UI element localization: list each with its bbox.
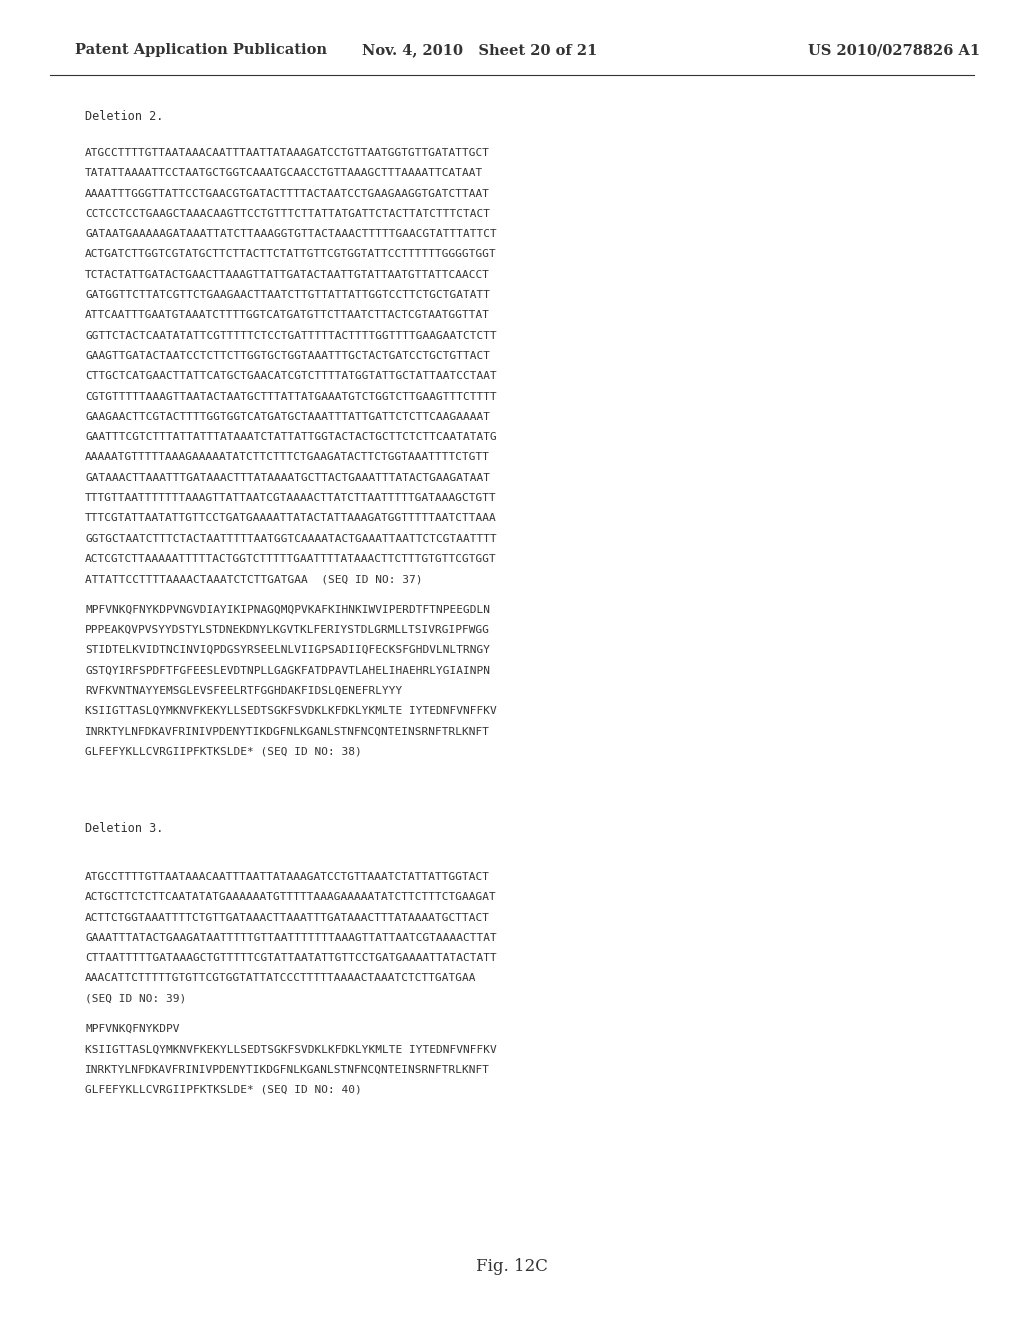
Text: INRKTYLNFDKAVFRINIVPDENYTIKDGFNLKGANLSTNFNCQNTEINSRNFTRLKNFT: INRKTYLNFDKAVFRINIVPDENYTIKDGFNLKGANLSTN… [85, 726, 490, 737]
Text: STIDTELKVIDTNCINVIQPDGSYRSEELNLVIIGPSADIIQFECKSFGHDVLNLTRNGY: STIDTELKVIDTNCINVIQPDGSYRSEELNLVIIGPSADI… [85, 645, 490, 655]
Text: GGTGCTAATCTTTCTACTAATTTTTAATGGTCAAAATACTGAAATTAATTCTCGTAATTTT: GGTGCTAATCTTTCTACTAATTTTTAATGGTCAAAATACT… [85, 533, 497, 544]
Text: AAACATTCTTTTTGTGTTCGTGGTATTATCCCTTTTTAAAACTAAATCTCTTGATGAA: AAACATTCTTTTTGTGTTCGTGGTATTATCCCTTTTTAAA… [85, 973, 476, 983]
Text: Fig. 12C: Fig. 12C [476, 1258, 548, 1275]
Text: GAATTTCGTCTTTATTATTTATAAATCTATTATTGGTACTACTGCTTCTCTTCAATATATG: GAATTTCGTCTTTATTATTTATAAATCTATTATTGGTACT… [85, 432, 497, 442]
Text: ACTTCTGGTAAATTTTCTGTTGATAAACTTAAATTTGATAAACTTTATAAAATGCTTACT: ACTTCTGGTAAATTTTCTGTTGATAAACTTAAATTTGATA… [85, 912, 490, 923]
Text: CCTCCTCCTGAAGCTAAACAAGTTCCTGTTTCTTATTATGATTCTACTTATCTTTCTACT: CCTCCTCCTGAAGCTAAACAAGTTCCTGTTTCTTATTATG… [85, 209, 490, 219]
Text: RVFKVNTNAYYEMSGLEVSFEELRTFGGHDAKFIDSLQENEFRLYYY: RVFKVNTNAYYEMSGLEVSFEELRTFGGHDAKFIDSLQEN… [85, 686, 402, 696]
Text: INRKTYLNFDKAVFRINIVPDENYTIKDGFNLKGANLSTNFNCQNTEINSRNFTRLKNFT: INRKTYLNFDKAVFRINIVPDENYTIKDGFNLKGANLSTN… [85, 1065, 490, 1074]
Text: Patent Application Publication: Patent Application Publication [75, 44, 327, 57]
Text: GATAATGAAAAAGATAAATTATCTTAAAGGTGTTACTAAACTTTTTGAACGTATTTATTCT: GATAATGAAAAAGATAAATTATCTTAAAGGTGTTACTAAA… [85, 230, 497, 239]
Text: GATGGTTCTTATCGTTCTGAAGAACTTAATCTTGTTATTATTGGTCCTTCTGCTGATATT: GATGGTTCTTATCGTTCTGAAGAACTTAATCTTGTTATTA… [85, 290, 490, 300]
Text: GAAATTTATACTGAAGATAATTTTTGTTAATTTTTTTAAAGTTATTAATCGTAAAACTTAT: GAAATTTATACTGAAGATAATTTTTGTTAATTTTTTTAAA… [85, 933, 497, 942]
Text: ATTCAATTTGAATGTAAATCTTTTGGTCATGATGTTCTTAATCTTACTCGTAATGGTTAT: ATTCAATTTGAATGTAAATCTTTTGGTCATGATGTTCTTA… [85, 310, 490, 321]
Text: GAAGAACTTCGTACTTTTGGTGGTCATGATGCTAAATTTATTGATTCTCTTCAAGAAAAT: GAAGAACTTCGTACTTTTGGTGGTCATGATGCTAAATTTA… [85, 412, 490, 422]
Text: KSIIGTTASLQYMKNVFKEKYLLSEDTSGKFSVDKLKFDKLYKMLTE IYTEDNFVNFFKV: KSIIGTTASLQYMKNVFKEKYLLSEDTSGKFSVDKLKFDK… [85, 706, 497, 715]
Text: CTTAATTTTTGATAAAGCTGTTTTTCGTATTAATATTGTTCCTGATGAAAATTATACTATT: CTTAATTTTTGATAAAGCTGTTTTTCGTATTAATATTGTT… [85, 953, 497, 964]
Text: (SEQ ID NO: 39): (SEQ ID NO: 39) [85, 994, 186, 1003]
Text: Nov. 4, 2010   Sheet 20 of 21: Nov. 4, 2010 Sheet 20 of 21 [362, 44, 598, 57]
Text: ATTATTCCTTTTAAAACTAAATCTCTTGATGAA  (SEQ ID NO: 37): ATTATTCCTTTTAAAACTAAATCTCTTGATGAA (SEQ I… [85, 574, 423, 585]
Text: TTTCGTATTAATATTGTTCCTGATGAAAATTATACTATTAAAGATGGTTTTTAATCTTAAA: TTTCGTATTAATATTGTTCCTGATGAAAATTATACTATTA… [85, 513, 497, 524]
Text: Deletion 2.: Deletion 2. [85, 110, 164, 123]
Text: GSTQYIRFSPDFTFGFEESLEVDTNPLLGAGKFATDPAVTLAHELIHAEHRLYGIAINPN: GSTQYIRFSPDFTFGFEESLEVDTNPLLGAGKFATDPAVT… [85, 665, 490, 676]
Text: CTTGCTCATGAACTTATTCATGCTGAACATCGTCTTTTATGGTATTGCTATTAATCCTAAT: CTTGCTCATGAACTTATTCATGCTGAACATCGTCTTTTAT… [85, 371, 497, 381]
Text: GLFEFYKLLCVRGIIPFKTKSLDE* (SEQ ID NO: 38): GLFEFYKLLCVRGIIPFKTKSLDE* (SEQ ID NO: 38… [85, 747, 361, 756]
Text: AAAAATGTTTTTAAAGAAAAATATCTTCTTTCTGAAGATACTTCTGGTAAATTTTCTGTT: AAAAATGTTTTTAAAGAAAAATATCTTCTTTCTGAAGATA… [85, 453, 490, 462]
Text: MPFVNKQFNYKDPV: MPFVNKQFNYKDPV [85, 1024, 179, 1034]
Text: ATGCCTTTTGTTAATAAACAATTTAATTATAAAGATCCTGTTAATGGTGTTGATATTGCT: ATGCCTTTTGTTAATAAACAATTTAATTATAAAGATCCTG… [85, 148, 490, 158]
Text: GLFEFYKLLCVRGIIPFKTKSLDE* (SEQ ID NO: 40): GLFEFYKLLCVRGIIPFKTKSLDE* (SEQ ID NO: 40… [85, 1085, 361, 1096]
Text: Deletion 3.: Deletion 3. [85, 822, 164, 836]
Text: GAAGTTGATACTAATCCTCTTCTTGGTGCTGGTAAATTTGCTACTGATCCTGCTGTTACT: GAAGTTGATACTAATCCTCTTCTTGGTGCTGGTAAATTTG… [85, 351, 490, 360]
Text: PPPEAKQVPVSYYDSTYLSTDNEKDNYLKGVTKLFERIYSTDLGRMLLTSIVRGIPFWGG: PPPEAKQVPVSYYDSTYLSTDNEKDNYLKGVTKLFERIYS… [85, 624, 490, 635]
Text: ATGCCTTTTGTTAATAAACAATTTAATTATAAAGATCCTGTTAAATCTATTATTGGTACT: ATGCCTTTTGTTAATAAACAATTTAATTATAAAGATCCTG… [85, 873, 490, 882]
Text: KSIIGTTASLQYMKNVFKEKYLLSEDTSGKFSVDKLKFDKLYKMLTE IYTEDNFVNFFKV: KSIIGTTASLQYMKNVFKEKYLLSEDTSGKFSVDKLKFDK… [85, 1044, 497, 1055]
Text: GGTTCTACTCAATATATTCGTTTTTCTCCTGATTTTTACTTTTGGTTTTGAAGAATCTCTT: GGTTCTACTCAATATATTCGTTTTTCTCCTGATTTTTACT… [85, 331, 497, 341]
Text: CGTGTTTTTAAAGTTAATACTAATGCTTTATTATGAAATGTCTGGTCTTGAAGTTTCTTTT: CGTGTTTTTAAAGTTAATACTAATGCTTTATTATGAAATG… [85, 392, 497, 401]
Text: GATAAACTTAAATTTGATAAACTTTATAAAATGCTTACTGAAATTTATACTGAAGATAAT: GATAAACTTAAATTTGATAAACTTTATAAAATGCTTACTG… [85, 473, 490, 483]
Text: ACTGATCTTGGTCGTATGCTTCTTACTTCTATTGTTCGTGGTATTCCTTTTTTGGGGTGGT: ACTGATCTTGGTCGTATGCTTCTTACTTCTATTGTTCGTG… [85, 249, 497, 260]
Text: TCTACTATTGATACTGAACTTAAAGTTATTGATACTAATTGTATTAATGTTATTCAACCT: TCTACTATTGATACTGAACTTAAAGTTATTGATACTAATT… [85, 269, 490, 280]
Text: US 2010/0278826 A1: US 2010/0278826 A1 [808, 44, 980, 57]
Text: ACTCGTCTTAAAAATTTTTACTGGTCTTTTTGAATTTTATAAACTTCTTTGTGTTCGTGGT: ACTCGTCTTAAAAATTTTTACTGGTCTTTTTGAATTTTAT… [85, 554, 497, 564]
Text: MPFVNKQFNYKDPVNGVDIAYIKIPNAGQMQPVKAFKIHNKIWVIPERDTFTNPEEGDLN: MPFVNKQFNYKDPVNGVDIAYIKIPNAGQMQPVKAFKIHN… [85, 605, 490, 615]
Text: TATATTAAAATTCCTAATGCTGGTCAAATGCAACCTGTTAAAGCTTTAAAATTCATAAT: TATATTAAAATTCCTAATGCTGGTCAAATGCAACCTGTTA… [85, 168, 483, 178]
Text: ACTGCTTCTCTTCAATATATGAAAAAATGTTTTTAAAGAAAAATATCTTCTTTCTGAAGAT: ACTGCTTCTCTTCAATATATGAAAAAATGTTTTTAAAGAA… [85, 892, 497, 903]
Text: AAAATTTGGGTTATTCCTGAACGTGATACTTTTACTAATCCTGAAGAAGGTGATCTTAAT: AAAATTTGGGTTATTCCTGAACGTGATACTTTTACTAATC… [85, 189, 490, 198]
Text: TTTGTTAATTTTTTTAAAGTTATTAATCGTAAAACTTATCTTAATTTTTGATAAAGCTGTT: TTTGTTAATTTTTTTAAAGTTATTAATCGTAAAACTTATC… [85, 494, 497, 503]
